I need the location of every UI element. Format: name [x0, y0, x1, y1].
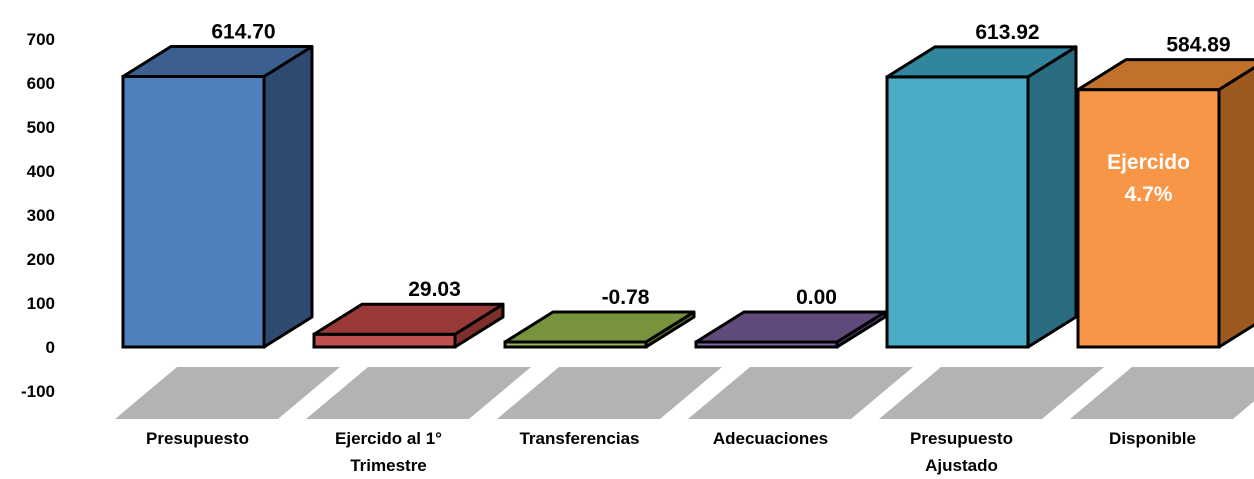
y-axis-ticks: -100 0 100 200 300 400 500 600 700 — [21, 30, 55, 401]
category-label: Transferencias — [519, 429, 639, 448]
bar-front — [312, 332, 457, 349]
bar-top — [503, 310, 696, 344]
y-tick-label: -100 — [21, 382, 55, 401]
data-label: 614.70 — [211, 21, 275, 44]
bar-top — [1076, 58, 1254, 92]
bar-front — [885, 75, 1030, 349]
bar-shadow — [497, 367, 722, 419]
bar-top — [312, 302, 505, 336]
category-label: Trimestre — [350, 456, 427, 475]
bar-top — [121, 45, 314, 79]
bar-shadow — [115, 367, 340, 419]
data-label: 613.92 — [975, 21, 1039, 44]
y-tick-label: 400 — [27, 162, 55, 181]
bar-side — [262, 45, 314, 349]
bar-side — [1217, 66, 1254, 349]
bar-shadow — [688, 367, 913, 419]
bars — [121, 45, 1254, 349]
bar-shadow — [306, 367, 531, 419]
bar-annotation: 4.7% — [1125, 183, 1173, 206]
y-tick-label: 600 — [27, 74, 55, 93]
bar-top — [694, 310, 887, 344]
data-label: -0.78 — [602, 286, 650, 309]
bar-side — [1026, 45, 1078, 349]
y-tick-label: 100 — [27, 294, 55, 313]
bar-annotation: Ejercido — [1107, 151, 1190, 174]
y-tick-label: 500 — [27, 118, 55, 137]
bar-shadow — [879, 367, 1104, 419]
bar-front — [1076, 88, 1221, 349]
data-label: 29.03 — [408, 278, 461, 301]
category-label: Presupuesto — [910, 429, 1013, 448]
category-label: Disponible — [1109, 429, 1196, 448]
data-label: 584.89 — [1166, 34, 1230, 57]
y-tick-label: 300 — [27, 206, 55, 225]
category-label: Presupuesto — [146, 429, 249, 448]
category-labels: Presupuesto Ejercido al 1° Trimestre Transf… — [146, 429, 1196, 475]
floor-shadows — [115, 367, 1254, 419]
bar-front — [121, 75, 266, 349]
bar-top — [885, 45, 1078, 79]
y-tick-label: 0 — [46, 338, 55, 357]
y-tick-label: 700 — [27, 30, 55, 49]
data-label: 0.00 — [796, 286, 837, 309]
data-labels: 614.70 29.03 -0.78 0.00 613.92 584.89 Ejercido… — [211, 21, 1230, 309]
category-label: Adecuaciones — [713, 429, 828, 448]
bar-shadow — [1070, 367, 1254, 419]
category-label: Ejercido al 1° — [335, 429, 442, 448]
category-label: Ajustado — [925, 456, 998, 475]
y-tick-label: 200 — [27, 250, 55, 269]
